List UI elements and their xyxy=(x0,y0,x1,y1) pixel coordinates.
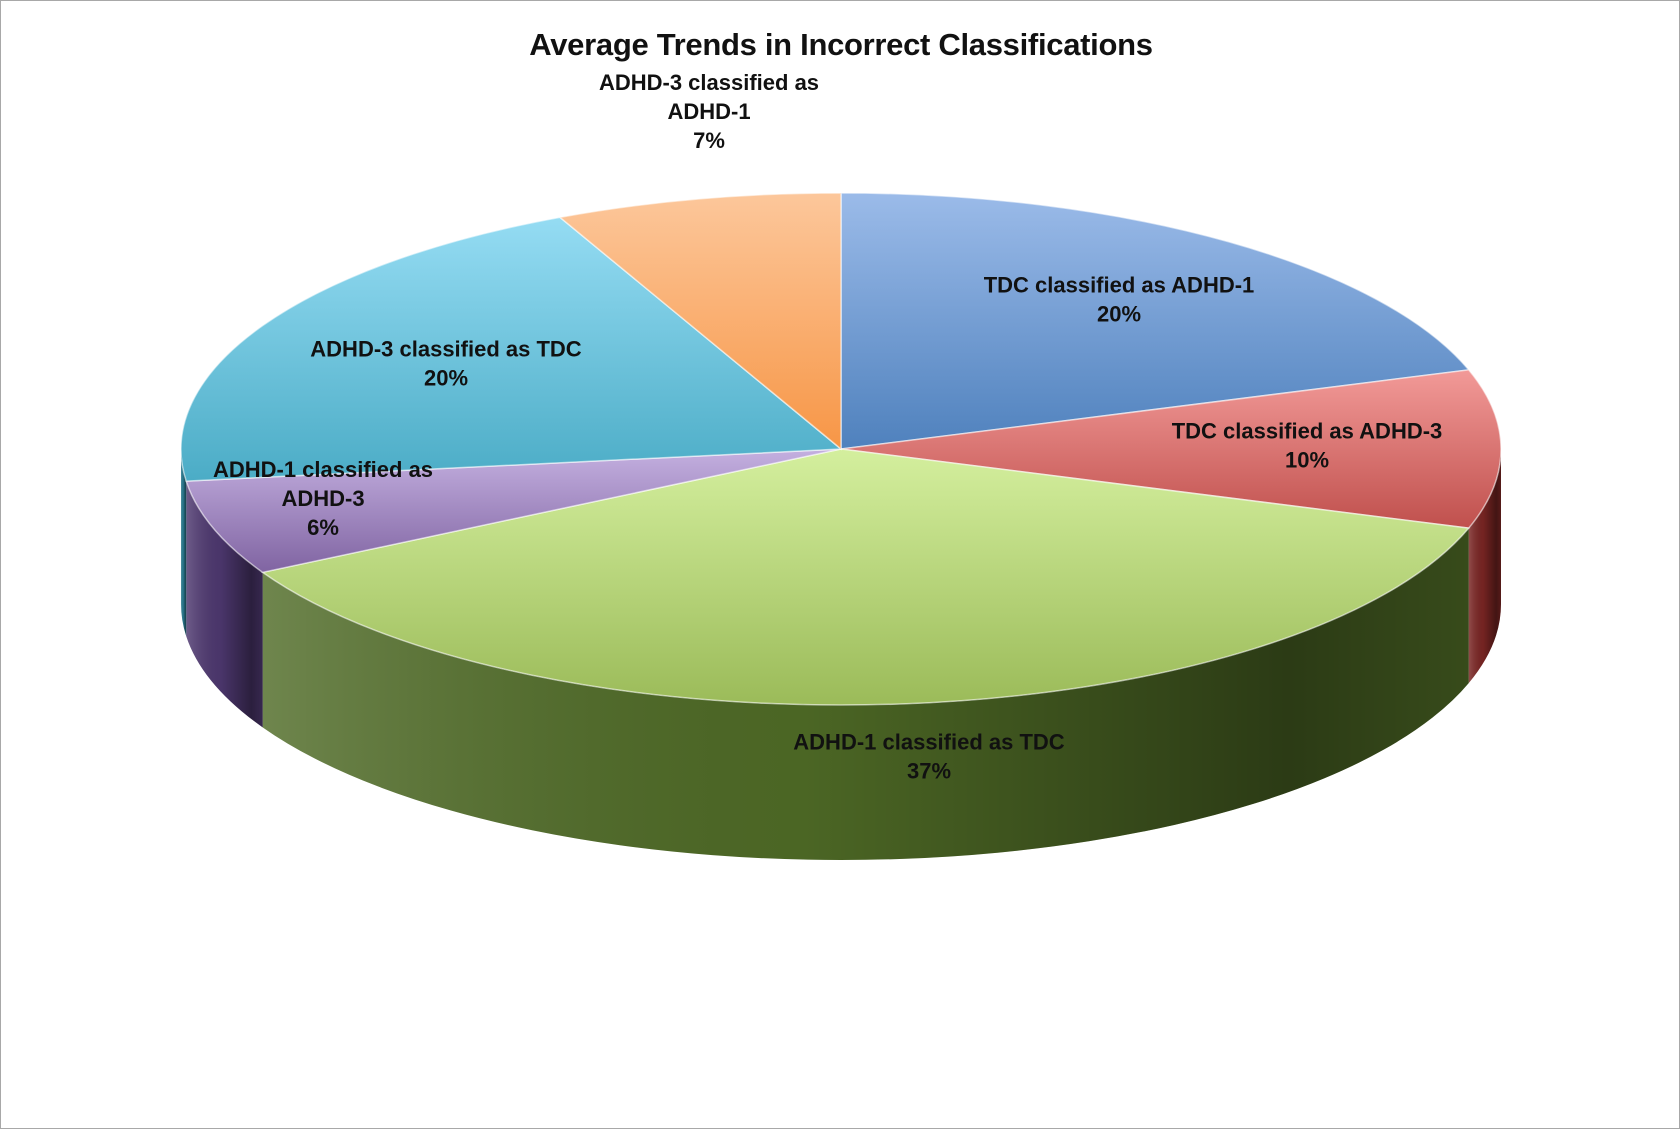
pie-slice-4 xyxy=(180,216,843,482)
slice-percent-0: 20% xyxy=(1097,302,1141,327)
pie-slice-3 xyxy=(185,448,842,574)
slice-label-2-line-0: ADHD-1 classified as TDC xyxy=(793,730,1065,755)
pie-slice-5 xyxy=(558,192,842,451)
pie-slice-1 xyxy=(840,369,1502,529)
pie-side-shade-4 xyxy=(181,449,187,637)
slice-label-3-line-0: ADHD-1 classified as xyxy=(213,457,433,482)
slice-label-4-line-0: ADHD-3 classified as TDC xyxy=(310,337,582,362)
pie-slice-2 xyxy=(260,448,1471,706)
slice-percent-2: 37% xyxy=(907,759,951,784)
pie-side-shade-3 xyxy=(186,481,263,728)
slice-percent-5: 7% xyxy=(693,128,725,153)
slice-label-0-line-0: TDC classified as ADHD-1 xyxy=(984,273,1255,298)
pie-side-shade-1 xyxy=(1468,449,1501,684)
pie-slice-0 xyxy=(840,192,1471,450)
slice-label-5-line-0: ADHD-3 classified as xyxy=(599,70,819,95)
slice-label-3-line-1: ADHD-3 xyxy=(281,486,364,511)
slice-percent-4: 20% xyxy=(424,366,468,391)
slice-percent-3: 6% xyxy=(307,515,339,540)
chart-title: Average Trends in Incorrect Classificati… xyxy=(529,27,1153,62)
pie-side-shade-2 xyxy=(262,528,1469,860)
slice-label-5-line-1: ADHD-1 xyxy=(667,99,750,124)
slice-label-1-line-0: TDC classified as ADHD-3 xyxy=(1172,419,1443,444)
slice-percent-1: 10% xyxy=(1285,448,1329,473)
